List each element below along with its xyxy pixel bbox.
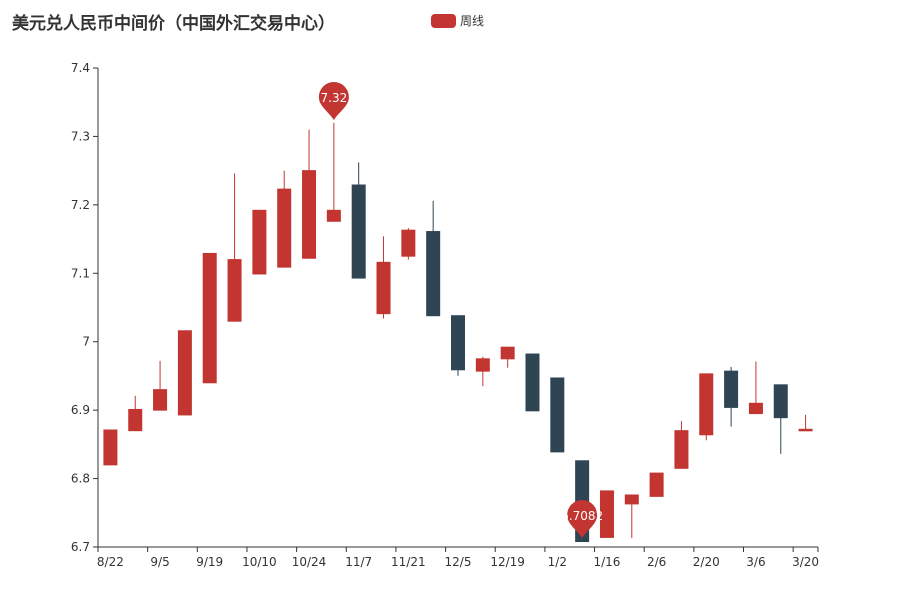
- x-tick-label: 1/16: [593, 555, 620, 569]
- candle-body: [277, 188, 292, 268]
- x-tick-label: 10/24: [292, 555, 327, 569]
- candle-body: [451, 315, 465, 371]
- x-tick-label: 9/19: [196, 555, 223, 569]
- y-tick-label: 7.2: [71, 198, 90, 212]
- candle-body: [153, 389, 168, 411]
- candle-body: [103, 429, 118, 466]
- candle-body: [798, 428, 813, 432]
- candle-body: [227, 259, 242, 322]
- candle-body: [351, 184, 366, 279]
- candle-body: [177, 330, 192, 416]
- candle-body: [649, 472, 664, 497]
- candle-body: [724, 370, 739, 408]
- candle-body: [748, 402, 763, 415]
- candle-body: [525, 353, 540, 412]
- legend-label: 周线: [460, 14, 485, 28]
- x-tick-label: 2/20: [693, 555, 720, 569]
- candle-body: [401, 229, 416, 257]
- y-tick-label: 7: [82, 335, 90, 349]
- candle-body: [426, 231, 441, 317]
- x-tick-label: 2/6: [647, 555, 666, 569]
- x-tick-label: 12/5: [445, 555, 472, 569]
- candle-body: [599, 490, 614, 538]
- candle-body: [302, 170, 317, 259]
- x-tick-label: 11/21: [391, 555, 426, 569]
- x-tick-label: 8/22: [97, 555, 124, 569]
- x-tick-label: 12/19: [490, 555, 525, 569]
- candle-body: [550, 377, 565, 453]
- candle-body: [699, 373, 714, 436]
- legend[interactable]: 周线: [431, 12, 484, 29]
- candle-body: [326, 209, 341, 222]
- x-tick-label: 9/5: [150, 555, 169, 569]
- chart-title: 美元兑人民币中间价（中国外汇交易中心）: [12, 14, 335, 34]
- candle-body: [202, 252, 217, 384]
- y-tick-label: 7.1: [71, 266, 90, 280]
- x-tick-label: 11/7: [345, 555, 372, 569]
- y-tick-label: 6.7: [71, 540, 90, 554]
- marker-label: 6.7082: [561, 509, 603, 523]
- candle-body: [674, 430, 689, 469]
- y-tick-label: 7.3: [71, 129, 90, 143]
- candle-body: [475, 358, 490, 372]
- candle-body: [376, 261, 391, 315]
- candle-body: [500, 346, 515, 360]
- candle-body: [624, 494, 639, 505]
- y-tick-label: 7.4: [71, 61, 90, 75]
- candle-body: [128, 408, 143, 432]
- x-tick-label: 10/10: [242, 555, 277, 569]
- y-tick-label: 6.8: [71, 472, 90, 486]
- marker-pin-icon: [318, 82, 349, 120]
- x-tick-label: 1/2: [548, 555, 567, 569]
- marker-label: 7.32: [321, 91, 348, 105]
- y-tick-label: 6.9: [71, 403, 90, 417]
- candle-body: [252, 209, 267, 275]
- x-tick-label: 3/20: [792, 555, 819, 569]
- legend-swatch-icon: [431, 13, 456, 28]
- marker-pin-icon: [567, 500, 598, 538]
- candle-body: [773, 384, 788, 419]
- x-tick-label: 3/6: [746, 555, 765, 569]
